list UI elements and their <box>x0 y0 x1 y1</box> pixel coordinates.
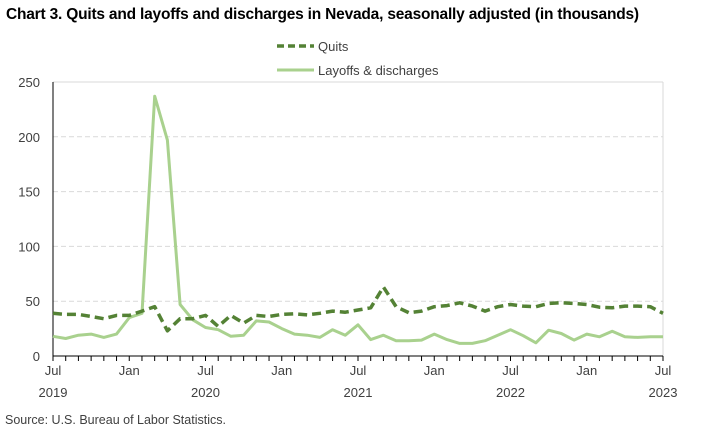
y-tick-label: 0 <box>33 349 40 364</box>
x-tick-label: Jan <box>576 363 597 378</box>
x-tick-year-label: 2019 <box>39 385 68 400</box>
chart-title: Chart 3. Quits and layoffs and discharge… <box>6 6 639 23</box>
y-tick-label: 200 <box>18 130 40 145</box>
x-tick-label: Jul <box>502 363 519 378</box>
x-tick-label: Jan <box>424 363 445 378</box>
y-tick-label: 150 <box>18 185 40 200</box>
legend-item-layoffs: Layoffs & discharges <box>277 63 439 78</box>
x-tick-year-label: 2023 <box>649 385 678 400</box>
x-tick-year-label: 2022 <box>496 385 525 400</box>
plot-frame <box>52 81 664 357</box>
x-tick-label: Jul <box>45 363 62 378</box>
line-chart: 0 50 100 150 200 250 Jul 2019 Jan Jul 2020 Jan Jul 2… <box>18 39 678 400</box>
series-lines <box>52 94 664 345</box>
legend-item-quits: Quits <box>277 39 349 54</box>
gridlines <box>53 136 663 302</box>
y-tick-label: 50 <box>26 294 40 309</box>
y-tick-label: 100 <box>18 239 40 254</box>
source-note: Source: U.S. Bureau of Labor Statistics. <box>5 413 226 427</box>
x-tick-label: Jul <box>197 363 214 378</box>
x-tick-label: Jul <box>350 363 367 378</box>
x-tick-year-label: 2021 <box>344 385 373 400</box>
x-tick-year-label: 2020 <box>191 385 220 400</box>
legend: Quits Layoffs & discharges <box>277 39 439 78</box>
y-tick-label: 250 <box>18 75 40 90</box>
y-axis: 0 50 100 150 200 250 <box>18 75 40 364</box>
x-tick-label: Jan <box>119 363 140 378</box>
legend-label-layoffs: Layoffs & discharges <box>318 63 439 78</box>
legend-label-quits: Quits <box>318 39 349 54</box>
x-tick-label: Jul <box>655 363 672 378</box>
series-line-layoffs <box>52 94 663 345</box>
x-axis: Jul 2019 Jan Jul 2020 Jan Jul 2021 Jan Jul 2022 Jan… <box>39 356 678 400</box>
series-line-quits <box>52 285 664 333</box>
x-tick-label: Jan <box>271 363 292 378</box>
